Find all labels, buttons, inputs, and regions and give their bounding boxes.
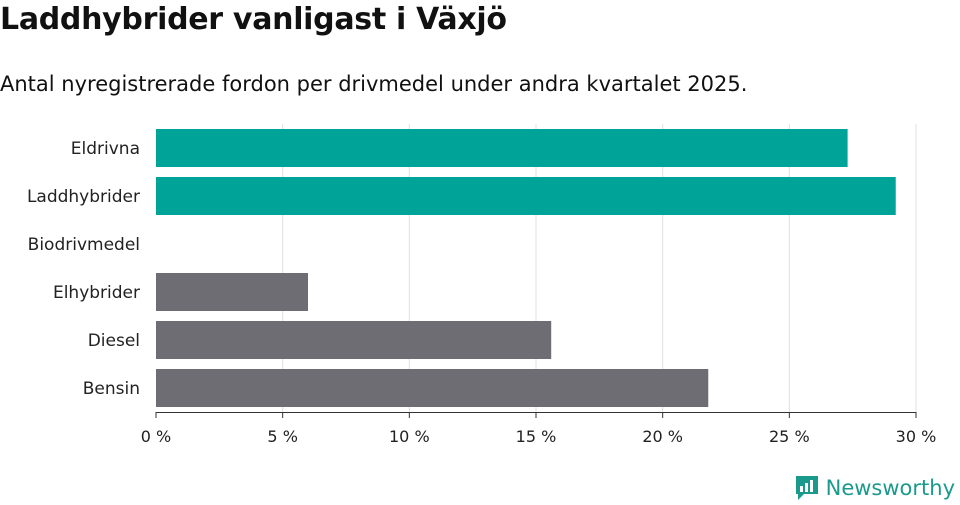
- grid-lines: [282, 124, 917, 412]
- x-tick-label: 30 %: [896, 427, 937, 446]
- category-label: Diesel: [88, 331, 140, 351]
- x-tick-label: 15 %: [516, 427, 557, 446]
- x-tick-label: 25 %: [769, 427, 810, 446]
- category-labels: Eldrivna Laddhybrider Biodrivmedel Elhybrid…: [27, 139, 140, 399]
- category-label: Bensin: [83, 379, 140, 399]
- brand-name: Newsworthy: [825, 476, 955, 500]
- bar-elhybrider: [156, 273, 308, 311]
- bars: [156, 129, 896, 407]
- x-tick-label: 20 %: [642, 427, 683, 446]
- x-tick-label: 10 %: [389, 427, 430, 446]
- chart-subtitle: Antal nyregistrerade fordon per drivmede…: [0, 72, 748, 96]
- bar-eldrivna: [156, 129, 848, 167]
- bar-chart: Eldrivna Laddhybrider Biodrivmedel Elhybrid…: [27, 124, 937, 446]
- category-label: Laddhybrider: [27, 187, 140, 207]
- category-label: Biodrivmedel: [28, 235, 140, 255]
- newsworthy-logo-icon: [795, 476, 818, 500]
- category-label: Elhybrider: [53, 283, 140, 303]
- bar-bensin: [156, 369, 709, 407]
- x-tick-label: 0 %: [141, 427, 171, 446]
- chart-title: Laddhybrider vanligast i Växjö: [0, 2, 507, 37]
- category-label: Eldrivna: [71, 139, 140, 159]
- brand-logo: Newsworthy: [794, 474, 955, 502]
- bar-diesel: [156, 321, 552, 359]
- x-axis: 0 % 5 % 10 % 15 % 20 % 25 % 30 %: [141, 412, 937, 446]
- bar-laddhybrider: [156, 177, 896, 215]
- x-tick-label: 5 %: [267, 427, 297, 446]
